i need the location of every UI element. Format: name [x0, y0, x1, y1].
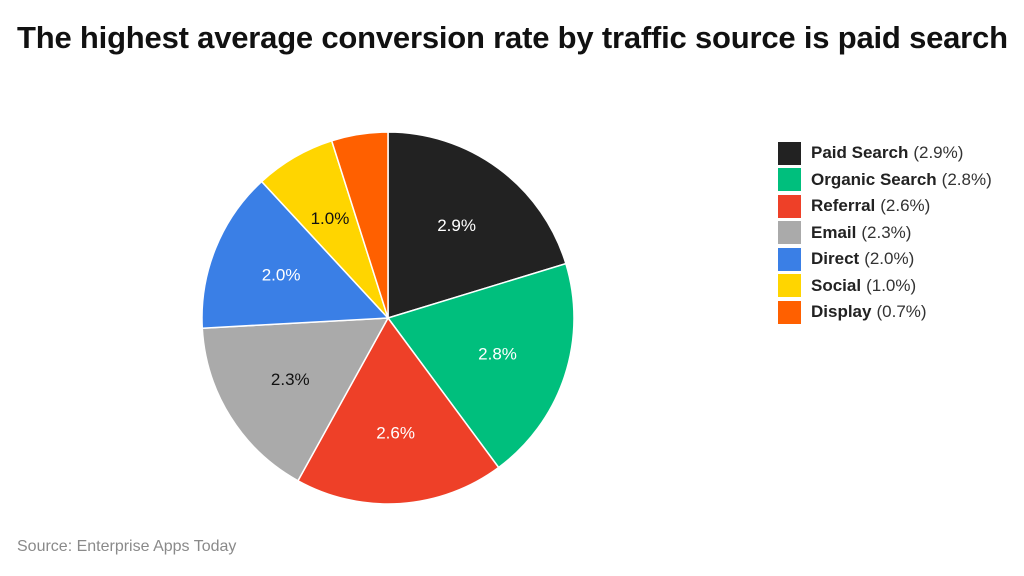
legend-value: (2.0%)	[864, 249, 915, 269]
chart-legend: Paid Search (2.9%) Organic Search (2.8%) Ref…	[778, 140, 992, 326]
legend-swatch	[778, 141, 801, 165]
pie-slice-label-paid-search: 2.9%	[437, 216, 476, 235]
legend-value: (2.8%)	[941, 169, 992, 189]
legend-swatch	[778, 221, 801, 245]
legend-label: Organic Search	[811, 169, 937, 189]
pie-slices	[201, 131, 575, 505]
legend-label: Display	[811, 302, 872, 322]
pie-slice-referral	[296, 316, 500, 505]
legend-label: Social	[811, 275, 862, 295]
pie-slice-paid-search	[387, 131, 567, 320]
legend-value: (1.0%)	[866, 275, 917, 295]
legend-value: (2.3%)	[861, 222, 912, 242]
legend-value: (2.6%)	[880, 196, 931, 216]
pie-slice-direct	[201, 180, 390, 330]
pie-slice-display	[330, 131, 389, 319]
legend-swatch	[778, 168, 801, 192]
legend-swatch	[778, 194, 801, 218]
source-note: Source: Enterprise Apps Today	[17, 538, 237, 555]
legend-swatch	[778, 274, 801, 298]
legend-item-referral: Referral (2.6%)	[778, 193, 992, 220]
chart-title: The highest average conversion rate by t…	[17, 20, 1008, 55]
legend-label: Paid Search	[811, 143, 909, 163]
legend-swatch	[778, 247, 801, 271]
pie-slice-label-social: 1.0%	[311, 209, 350, 228]
pie-slice-label-direct: 2.0%	[262, 265, 301, 284]
pie-slice-organic-search	[386, 262, 575, 469]
pie-slice-label-organic-search: 2.8%	[478, 345, 517, 364]
legend-item-social: Social (1.0%)	[778, 273, 992, 300]
pie-slice-email	[201, 317, 390, 482]
legend-swatch	[778, 300, 801, 324]
legend-value: (2.9%)	[913, 143, 964, 163]
legend-item-organic-search: Organic Search (2.8%)	[778, 167, 992, 194]
legend-item-display: Display (0.7%)	[778, 299, 992, 326]
legend-item-email: Email (2.3%)	[778, 220, 992, 247]
legend-label: Direct	[811, 249, 860, 269]
legend-item-paid-search: Paid Search (2.9%)	[778, 140, 992, 167]
legend-label: Email	[811, 222, 857, 242]
legend-label: Referral	[811, 196, 876, 216]
pie-slice-labels: 2.9% 2.8% 2.6% 2.3% 2.0% 1.0%	[262, 209, 517, 443]
legend-value: (0.7%)	[876, 302, 927, 322]
legend-item-direct: Direct (2.0%)	[778, 246, 992, 273]
pie-slice-label-referral: 2.6%	[376, 424, 415, 443]
pie-slice-label-email: 2.3%	[271, 370, 310, 389]
